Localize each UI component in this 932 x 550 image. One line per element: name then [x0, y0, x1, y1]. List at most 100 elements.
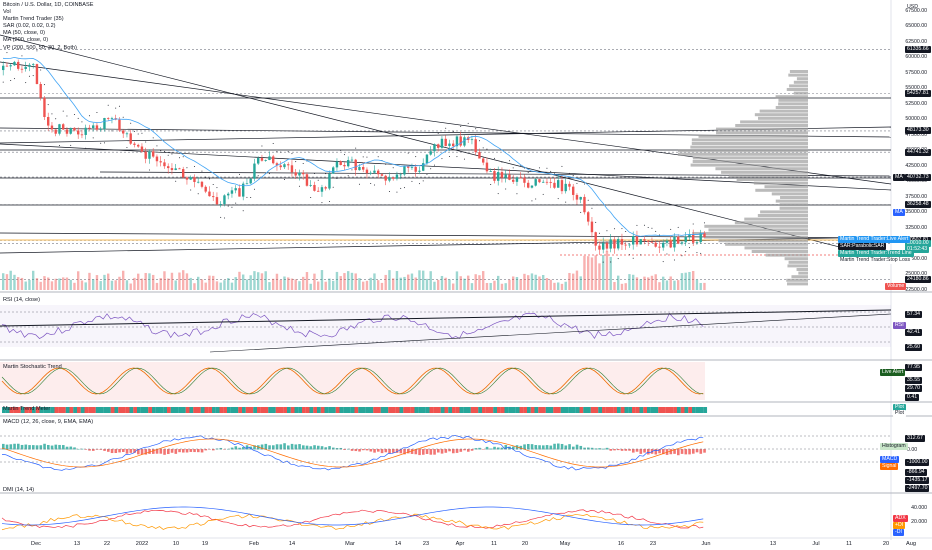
volume-profile-bar [736, 178, 808, 181]
macd-histogram-bar [362, 449, 365, 451]
trend-meter-cell [204, 407, 209, 413]
trend-meter-cell [35, 407, 40, 413]
legend-ma50[interactable]: MA (50, close, 0) [3, 30, 45, 37]
legend-vp[interactable]: VP (200, 500, 50, 30, 2, Both) [3, 44, 77, 51]
macd-histogram-bar [152, 449, 155, 454]
candle-body [69, 127, 72, 134]
sar-dot [400, 187, 402, 189]
sar-dot [88, 115, 90, 117]
legend-mtt[interactable]: Martin Trend Trader (35) [3, 16, 64, 23]
macd-histogram-bar [279, 444, 283, 450]
rsi-title[interactable]: RSI (14, close) [3, 297, 40, 303]
volume-bar [662, 276, 665, 290]
macd-histogram-bar [403, 449, 406, 455]
trend-meter-cell [339, 407, 344, 413]
sar-dot [595, 221, 597, 223]
sar-dot [538, 167, 540, 169]
price-tick: 27500.00 [905, 255, 927, 262]
macd-histogram-bar [317, 445, 320, 450]
sar-dot [640, 254, 642, 256]
volume-profile-bar [744, 217, 808, 221]
candle-body [369, 172, 372, 174]
volume-bar [313, 273, 316, 290]
volume-bar [35, 278, 39, 290]
volume-profile-bar [775, 106, 808, 109]
candle-body [485, 162, 489, 172]
trend-meter-cell [575, 407, 580, 413]
volume-bar [234, 277, 237, 290]
sar-dot [448, 155, 450, 157]
volume-bar [377, 280, 380, 290]
volume-bar [358, 278, 361, 290]
candle-body [572, 186, 575, 195]
volume-bar [613, 281, 616, 290]
volume-bar [527, 275, 530, 290]
volume-bar [493, 280, 496, 290]
macd-histogram-bar [167, 449, 170, 455]
volume-profile-bar [690, 163, 808, 167]
candle-body [433, 144, 436, 152]
trend-meter-cell [455, 407, 460, 413]
trend-meter-cell [17, 407, 21, 413]
price-tick: 67500.00 [905, 7, 927, 14]
x-axis-label: 23 [422, 541, 430, 547]
candle-body [167, 166, 170, 169]
candle-body [632, 236, 635, 245]
candle-body [605, 242, 609, 249]
candle-body [215, 197, 219, 205]
sar-dot [433, 164, 435, 166]
trend-meter-cell [43, 407, 48, 413]
candle-body [159, 161, 162, 163]
level-label: 01:52:43 [905, 245, 930, 253]
trend-meter-cell [635, 407, 640, 413]
sar-dot [235, 202, 237, 204]
volume-bar [470, 283, 474, 290]
volume-profile-bar [744, 246, 808, 250]
volume-bar [575, 270, 579, 290]
trend-meter-title[interactable]: Martin Trend Meter [3, 406, 51, 412]
trend-meter-cell [673, 407, 678, 413]
trend-meter-cell [699, 407, 704, 413]
macd-title[interactable]: MACD (12, 26, close, 9, EMA, EMA) [3, 419, 94, 425]
volume-bar [628, 274, 631, 290]
sar-dot [190, 189, 192, 191]
volume-bar [298, 281, 301, 290]
macd-histogram-bar [32, 445, 35, 450]
sar-dot [546, 167, 548, 169]
trend-meter-cell [84, 407, 89, 413]
candle-body [399, 174, 402, 176]
volume-profile-bar [735, 124, 808, 127]
sar-dot [681, 255, 683, 257]
symbol-title: Bitcoin / U.S. Dollar, 1D, COINBASE [3, 2, 94, 8]
sar-dot [643, 224, 645, 226]
volume-bar [133, 277, 136, 290]
macd-histogram-bar [197, 449, 200, 453]
stoch-tick: 0.41 [905, 393, 920, 401]
trend-meter-cell [384, 407, 389, 413]
legend-sar[interactable]: SAR (0.02, 0.02, 0.2) [3, 23, 56, 30]
candle-body [534, 179, 537, 186]
volume-bar [84, 282, 87, 290]
sar-dot [617, 258, 619, 260]
macd-histogram-bar [170, 449, 174, 453]
candle-body [545, 181, 549, 183]
candle-body [699, 233, 702, 243]
legend-ma200[interactable]: MA (200, close, 0) [3, 37, 49, 44]
volume-bar [294, 279, 297, 290]
volume-bar [365, 280, 369, 290]
volume-bar [654, 274, 657, 290]
stoch-title[interactable]: Martin Stochastic Trend [3, 364, 62, 370]
volume-bar [39, 281, 42, 290]
volume-bar [219, 282, 222, 290]
candle-body [665, 240, 669, 243]
sar-dot [696, 252, 698, 254]
legend-vol[interactable]: Vol [3, 9, 11, 16]
dmi-title[interactable]: DMI (14, 14) [3, 487, 35, 493]
macd-histogram-bar [418, 449, 421, 456]
trend-meter-cell [512, 407, 516, 413]
volume-bar [65, 277, 69, 290]
candle-body [362, 166, 365, 170]
sar-dot [340, 149, 342, 151]
candle-body [470, 139, 474, 141]
